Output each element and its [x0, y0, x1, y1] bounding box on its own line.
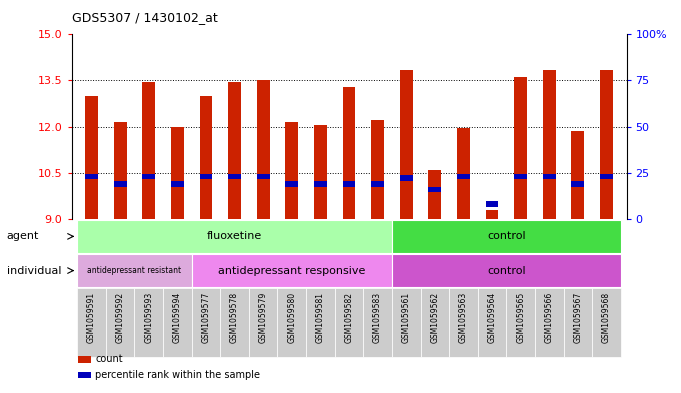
Bar [343, 86, 355, 219]
Bar [277, 288, 306, 357]
Bar [343, 181, 355, 187]
Text: control: control [487, 231, 526, 241]
Text: agent: agent [7, 231, 39, 241]
Bar [428, 187, 441, 192]
Bar [257, 174, 270, 179]
Bar [171, 181, 184, 187]
Text: GSM1059568: GSM1059568 [602, 292, 611, 343]
Text: GDS5307 / 1430102_at: GDS5307 / 1430102_at [72, 11, 217, 24]
Bar [392, 220, 621, 253]
Bar [85, 174, 98, 179]
Bar [114, 181, 127, 187]
Text: fluoxetine: fluoxetine [207, 231, 262, 241]
Text: GSM1059579: GSM1059579 [259, 292, 268, 343]
Bar [77, 220, 392, 253]
Bar [535, 288, 564, 357]
Bar [257, 81, 270, 219]
Bar [400, 176, 413, 181]
Bar [600, 174, 613, 179]
Bar [285, 181, 298, 187]
Bar [571, 181, 584, 187]
Bar [392, 288, 421, 357]
Bar [220, 288, 249, 357]
Bar [191, 288, 220, 357]
Bar [364, 288, 392, 357]
Bar [514, 174, 527, 179]
Bar [334, 288, 364, 357]
Bar [457, 174, 470, 179]
Text: individual: individual [7, 266, 61, 275]
Bar [142, 82, 155, 219]
Bar [134, 288, 163, 357]
Text: GSM1059567: GSM1059567 [573, 292, 582, 343]
Text: GSM1059581: GSM1059581 [316, 292, 325, 343]
Bar [249, 288, 277, 357]
Bar [371, 181, 384, 187]
Bar [200, 96, 212, 219]
Text: GSM1059583: GSM1059583 [373, 292, 382, 343]
Bar [228, 174, 241, 179]
Text: GSM1059591: GSM1059591 [87, 292, 96, 343]
Bar [285, 122, 298, 219]
Bar [314, 125, 327, 219]
Bar [163, 288, 191, 357]
Bar [392, 254, 621, 287]
Bar [478, 288, 507, 357]
Bar [449, 288, 478, 357]
Bar [543, 174, 556, 179]
Text: GSM1059580: GSM1059580 [287, 292, 296, 343]
Bar [77, 254, 191, 287]
Bar [306, 288, 334, 357]
Bar [106, 288, 134, 357]
Text: antidepressant resistant: antidepressant resistant [87, 266, 182, 275]
Text: percentile rank within the sample: percentile rank within the sample [95, 370, 260, 380]
Text: GSM1059565: GSM1059565 [516, 292, 525, 343]
Text: GSM1059564: GSM1059564 [488, 292, 496, 343]
Text: GSM1059582: GSM1059582 [345, 292, 353, 343]
Bar [171, 127, 184, 219]
Bar [457, 128, 470, 219]
Text: count: count [95, 354, 123, 364]
Bar [314, 181, 327, 187]
Bar [85, 96, 98, 219]
Text: GSM1059561: GSM1059561 [402, 292, 411, 343]
Bar [421, 288, 449, 357]
Bar [486, 210, 498, 219]
Text: GSM1059593: GSM1059593 [144, 292, 153, 343]
Bar [114, 122, 127, 219]
Bar [571, 131, 584, 219]
Text: GSM1059566: GSM1059566 [545, 292, 554, 343]
Text: GSM1059578: GSM1059578 [230, 292, 239, 343]
Text: GSM1059594: GSM1059594 [173, 292, 182, 343]
Text: GSM1059592: GSM1059592 [116, 292, 125, 343]
Bar [228, 82, 241, 219]
Text: control: control [487, 266, 526, 275]
Bar [191, 254, 392, 287]
Bar [371, 120, 384, 219]
Bar [486, 201, 498, 207]
Bar [400, 70, 413, 219]
Text: GSM1059562: GSM1059562 [430, 292, 439, 343]
Bar [428, 170, 441, 219]
Bar [507, 288, 535, 357]
Bar [514, 77, 527, 219]
Bar [564, 288, 592, 357]
Bar [592, 288, 621, 357]
Bar [543, 70, 556, 219]
Bar [600, 70, 613, 219]
Text: antidepressant responsive: antidepressant responsive [218, 266, 366, 275]
Bar [142, 174, 155, 179]
Bar [200, 174, 212, 179]
Text: GSM1059577: GSM1059577 [202, 292, 210, 343]
Bar [77, 288, 106, 357]
Text: GSM1059563: GSM1059563 [459, 292, 468, 343]
